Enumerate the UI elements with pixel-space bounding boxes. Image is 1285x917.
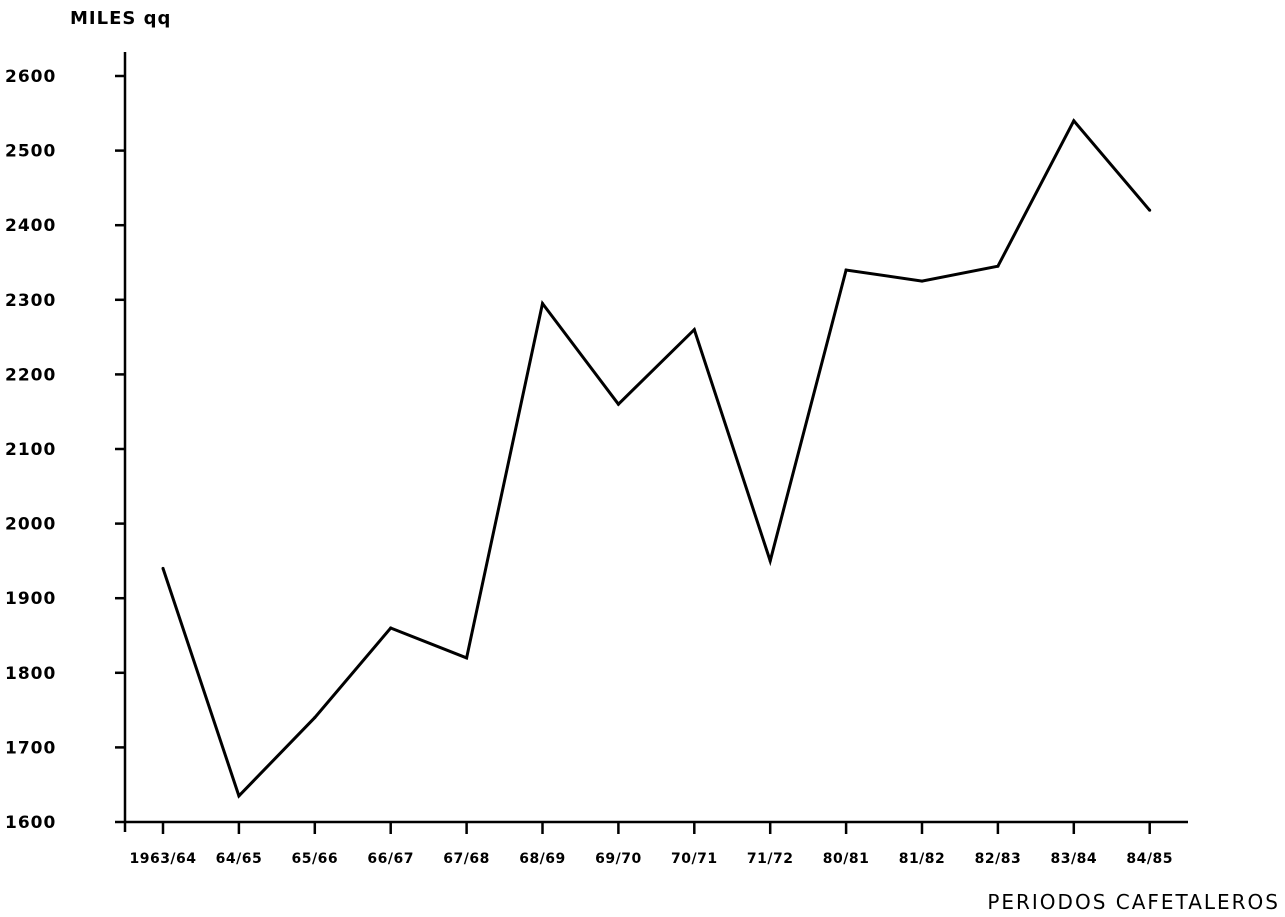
data-point bbox=[1072, 119, 1076, 123]
series-line bbox=[161, 118, 1151, 799]
x-tick-label: 67/68 bbox=[443, 851, 490, 867]
data-point bbox=[161, 566, 165, 570]
x-tick-label: 64/65 bbox=[216, 851, 263, 867]
data-point bbox=[313, 716, 317, 720]
x-tick-label: 71/72 bbox=[747, 851, 794, 867]
data-point bbox=[465, 656, 469, 660]
y-tick-label: 2600 bbox=[5, 67, 56, 87]
data-point bbox=[768, 559, 772, 563]
y-tick-label: 2500 bbox=[5, 142, 56, 162]
data-point bbox=[1148, 208, 1152, 212]
data-point bbox=[541, 302, 544, 306]
y-tick-label: 2400 bbox=[5, 216, 56, 236]
y-tick-label: 2200 bbox=[5, 365, 56, 385]
x-tick-label: 68/69 bbox=[519, 851, 566, 867]
data-point bbox=[389, 626, 393, 630]
y-tick-label: 1600 bbox=[5, 813, 56, 833]
x-axis: 1963/64 64/65 65/66 66/67 67/68 68/69 69/70 70/… bbox=[125, 820, 1188, 867]
y-tick-label: 2000 bbox=[5, 515, 56, 535]
data-point bbox=[844, 268, 848, 272]
y-tick-label: 1800 bbox=[5, 664, 56, 684]
data-point bbox=[920, 279, 924, 283]
x-tick-label: 83/84 bbox=[1051, 851, 1098, 867]
y-tick-label: 1700 bbox=[5, 738, 56, 758]
x-tick-label: 81/82 bbox=[899, 851, 946, 867]
y-axis-title: MILES qq bbox=[70, 8, 171, 29]
x-axis-title: PERIODOS CAFETALEROS bbox=[987, 890, 1280, 914]
x-tick-label: 65/66 bbox=[292, 851, 339, 867]
data-point bbox=[237, 794, 241, 798]
y-tick-label: 2100 bbox=[5, 440, 56, 460]
data-point bbox=[996, 264, 1000, 268]
data-point bbox=[692, 328, 696, 332]
x-tick-label: 82/83 bbox=[975, 851, 1022, 867]
x-tick-label: 80/81 bbox=[823, 851, 870, 867]
y-tick-label: 1900 bbox=[5, 589, 56, 609]
x-tick-label: 70/71 bbox=[671, 851, 718, 867]
data-point bbox=[616, 402, 620, 406]
x-tick-label: 69/70 bbox=[595, 851, 642, 867]
y-axis: 1600 1700 1800 1900 2000 2100 2200 2300 2400 2500… bbox=[5, 52, 127, 833]
series-group bbox=[161, 118, 1152, 799]
x-tick-label: 84/85 bbox=[1126, 851, 1173, 867]
x-tick-label: 66/67 bbox=[367, 851, 414, 867]
x-tick-label: 1963/64 bbox=[129, 851, 196, 867]
y-tick-label: 2300 bbox=[5, 291, 56, 311]
